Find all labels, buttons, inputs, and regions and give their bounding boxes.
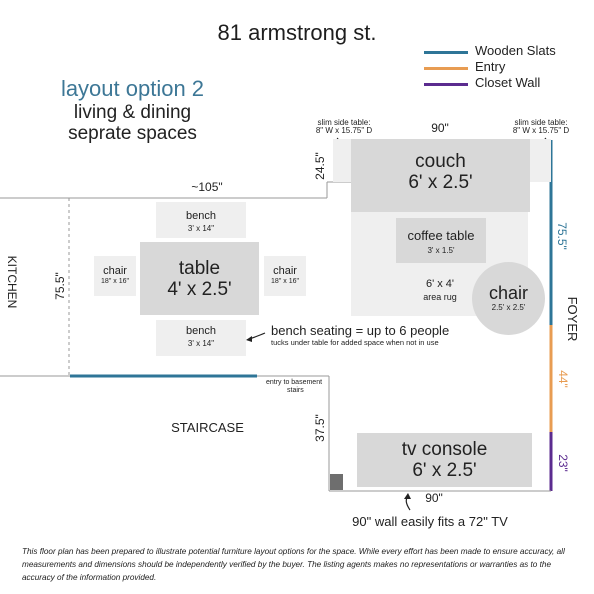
page-title: 81 armstrong st. xyxy=(217,20,377,45)
dim-couch-wall-width: 90" xyxy=(431,121,449,135)
side-table-right xyxy=(530,139,551,182)
armchair-label: chair xyxy=(488,283,528,303)
dim-tv-wall-depth: 37.5" xyxy=(313,414,327,442)
dim-closet-length: 23" xyxy=(556,454,570,472)
tv-wall-note: 90" wall easily fits a 72" TV xyxy=(352,514,508,529)
rug-size: 6' x 4' xyxy=(425,278,455,290)
couch: couch 6' x 2.5' xyxy=(351,139,530,212)
side-table-left xyxy=(333,139,351,182)
layout-option-subtitle-line1: living & dining xyxy=(73,102,192,123)
tv-console-size: 6' x 2.5' xyxy=(412,460,477,481)
coffee-table: coffee table 3' x 1.5' xyxy=(396,218,486,263)
bench-top-label: bench xyxy=(186,210,216,222)
basement-door-marker xyxy=(330,474,343,490)
legend-swatch-entry xyxy=(424,67,468,70)
bench-top-size: 3' x 14" xyxy=(187,224,215,233)
dim-living-width: ~105" xyxy=(191,180,223,194)
coffee-table-size: 3' x 1.5' xyxy=(427,246,455,255)
staircase-label: STAIRCASE xyxy=(171,420,244,435)
dining-table: table 4' x 2.5' xyxy=(140,242,259,315)
kitchen-label: KITCHEN xyxy=(5,255,19,309)
bench-seating-note: bench seating = up to 6 people xyxy=(271,323,450,338)
dim-dining-depth: 75.5" xyxy=(53,272,67,300)
side-table-left-line2: 8" W x 15.75" D xyxy=(315,126,373,135)
basement-note-line2: stairs xyxy=(287,387,304,394)
legend-label: Entry xyxy=(475,59,506,74)
layout-option-title: layout option 2 xyxy=(60,76,205,101)
dim-slats-length: 75.5" xyxy=(555,222,569,250)
legend-label: Wooden Slats xyxy=(475,43,556,58)
legend-swatch-wooden-slats xyxy=(424,51,468,54)
bench-bottom-size: 3' x 14" xyxy=(187,339,215,348)
dining-table-size: 4' x 2.5' xyxy=(167,279,232,300)
dining-table-label: table xyxy=(178,258,221,279)
bench-seating-subnote: tucks under table for added space when n… xyxy=(271,338,439,347)
couch-size: 6' x 2.5' xyxy=(408,172,473,193)
chair-left-size: 18" x 16" xyxy=(101,278,129,285)
side-table-right-line2: 8" W x 15.75" D xyxy=(512,126,570,135)
legend-label: Closet Wall xyxy=(475,75,541,90)
couch-label: couch xyxy=(415,151,466,172)
chair-left-label: chair xyxy=(103,265,127,277)
tv-console-label: tv console xyxy=(401,439,488,460)
foyer-label: FOYER xyxy=(565,296,580,342)
armchair-size: 2.5' x 2.5' xyxy=(491,303,526,312)
rug-label: area rug xyxy=(423,292,457,302)
side-table-right-line1: slim side table: xyxy=(514,118,568,127)
disclaimer: This floor plan has been prepared to ill… xyxy=(22,547,565,582)
chair-right: chair 18" x 16" xyxy=(264,256,306,296)
dim-tv-wall-width: 90" xyxy=(425,491,443,505)
dim-couch-depth: 24.5" xyxy=(313,152,327,180)
bench-top: bench 3' x 14" xyxy=(156,202,246,238)
chair-right-label: chair xyxy=(273,265,297,277)
bench-bottom: bench 3' x 14" xyxy=(156,320,246,356)
legend-swatch-closet-wall xyxy=(424,83,468,86)
basement-note-line1: entry to basement xyxy=(266,379,323,386)
side-table-left-line1: slim side table: xyxy=(317,118,371,127)
chair-right-size: 18" x 16" xyxy=(271,278,299,285)
dim-entry-length: 44" xyxy=(556,370,570,388)
bench-bottom-label: bench xyxy=(186,325,216,337)
armchair: chair 2.5' x 2.5' xyxy=(472,262,545,335)
chair-left: chair 18" x 16" xyxy=(94,256,136,296)
coffee-table-label: coffee table xyxy=(407,228,475,243)
tv-console: tv console 6' x 2.5' xyxy=(357,433,532,487)
layout-option-subtitle-line2: seprate spaces xyxy=(68,123,197,144)
